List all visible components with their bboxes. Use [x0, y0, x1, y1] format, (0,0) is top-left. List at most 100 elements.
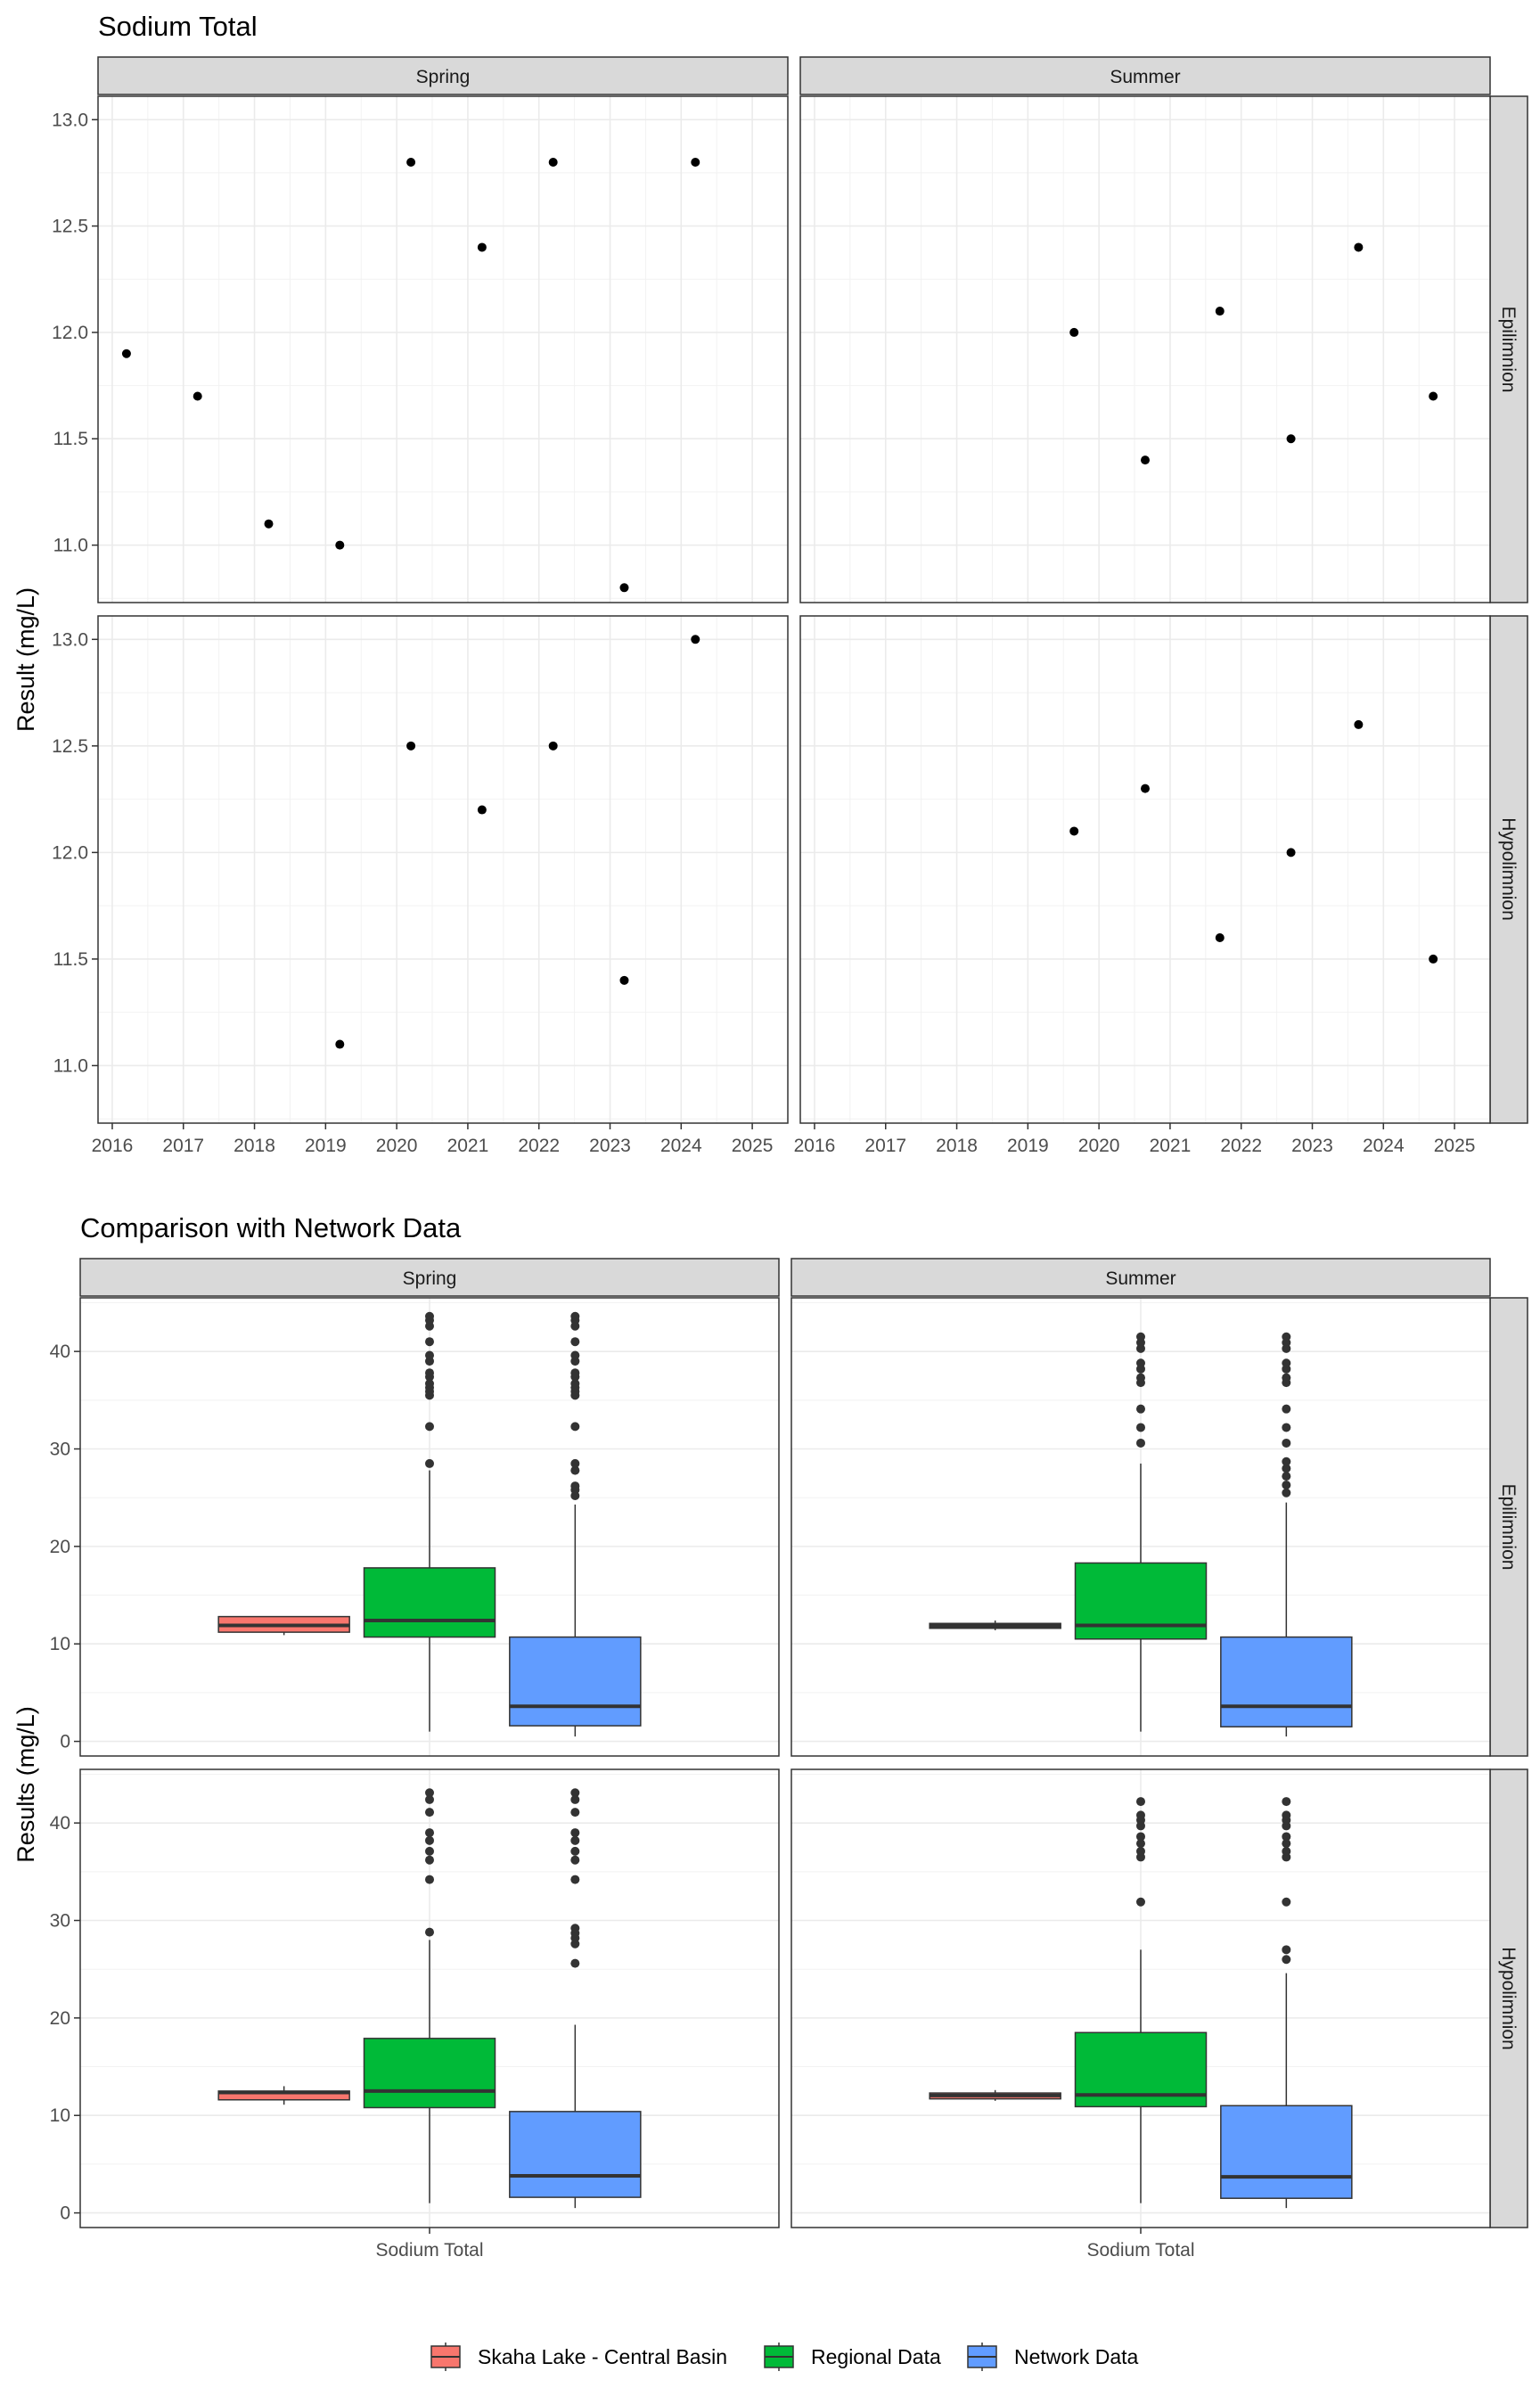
outlier-point — [1136, 1832, 1145, 1842]
data-point — [548, 157, 558, 167]
outlier-point — [425, 1788, 434, 1798]
outlier-point — [425, 1927, 434, 1937]
scatter-panel-summer-epilimnion — [799, 95, 1491, 603]
legend-label-regional: Regional Data — [811, 2345, 941, 2368]
outlier-point — [1282, 1472, 1291, 1481]
data-point — [121, 349, 131, 358]
y-tick-label: 0 — [60, 1732, 70, 1752]
outlier-point — [570, 1368, 580, 1378]
data-point — [1286, 434, 1296, 444]
outlier-point — [1282, 1404, 1291, 1414]
x-tick-label: 2019 — [305, 1136, 347, 1156]
x-tick-label: 2018 — [936, 1136, 978, 1156]
x-tick-label: 2021 — [447, 1136, 489, 1156]
outlier-point — [570, 1337, 580, 1347]
x-tick-label: 2022 — [1220, 1136, 1262, 1156]
data-point — [1429, 954, 1438, 964]
facet-strip-epilimnion — [1489, 1297, 1528, 1757]
outlier-point — [570, 1828, 580, 1838]
outlier-point — [425, 1808, 434, 1818]
data-point — [1069, 826, 1079, 836]
x-tick-label: 2016 — [92, 1136, 134, 1156]
outlier-point — [570, 1846, 580, 1856]
box-panel-spring-epilimnion: 0 10 20 30 40 — [50, 1297, 780, 1757]
box-skaha-lake-central-basin — [929, 2089, 1061, 2101]
outlier-point — [425, 1311, 434, 1321]
scatter-plot-area: 11.0 11.5 12.0 12.5 13.0 11.0 11.5 12.0 12.5 13.0… — [52, 95, 1491, 1156]
outlier-point — [1282, 1423, 1291, 1432]
outlier-point — [1136, 1810, 1145, 1820]
outlier-point — [570, 1458, 580, 1468]
outlier-point — [1136, 1797, 1145, 1807]
box-network-data — [509, 1311, 642, 1737]
outlier-point — [425, 1368, 434, 1378]
outlier-point — [1136, 1846, 1145, 1856]
outlier-point — [1136, 1839, 1145, 1849]
outlier-point — [570, 1422, 580, 1432]
y-tick-label: 20 — [50, 1537, 70, 1557]
data-point — [335, 540, 345, 550]
y-tick-label: 11.0 — [53, 1055, 88, 1076]
outlier-point — [1282, 1464, 1291, 1473]
facet-strip-spring — [97, 56, 789, 95]
outlier-point — [1136, 1404, 1145, 1414]
box-iqr — [363, 2038, 496, 2109]
scatter-panel-spring-hypolimnion: 11.0 11.5 12.0 12.5 13.0 2016 2017 2018 2019 2020… — [52, 615, 789, 1156]
facet-strip-spring — [79, 1258, 780, 1297]
y-tick-label: 12.0 — [52, 323, 88, 343]
legend-item-regional: Regional Data — [764, 2343, 941, 2371]
outlier-point — [425, 1794, 434, 1804]
outlier-point — [425, 1828, 434, 1838]
x-tick-label: 2022 — [518, 1136, 560, 1156]
x-tick-label: 2024 — [1363, 1136, 1405, 1156]
facet-strip-epilimnion-label: Epilimnion — [1498, 1484, 1519, 1571]
data-point — [1141, 784, 1150, 793]
outlier-point — [425, 1350, 434, 1360]
outlier-point — [425, 1422, 434, 1432]
y-tick-label: 11.5 — [53, 949, 88, 970]
outlier-point — [1282, 1832, 1291, 1842]
x-tick-label: 2017 — [162, 1136, 204, 1156]
legend-item-network: Network Data — [967, 2343, 1139, 2371]
facet-strip-summer — [790, 1258, 1491, 1297]
box-regional-data — [1074, 1797, 1208, 2203]
data-point — [619, 583, 629, 593]
y-tick-label: 12.0 — [52, 842, 88, 863]
panel-border — [799, 615, 1491, 1124]
outlier-point — [1136, 1438, 1145, 1448]
outlier-point — [1136, 1897, 1145, 1907]
data-point — [548, 741, 558, 751]
panel-border — [799, 95, 1491, 603]
outlier-point — [1282, 1456, 1291, 1466]
outlier-point — [570, 1794, 580, 1804]
y-tick-label: 11.5 — [53, 429, 88, 449]
facet-strip-summer-label: Summer — [1105, 1268, 1175, 1289]
data-point — [691, 157, 700, 167]
outlier-point — [1282, 1945, 1291, 1955]
scatter-panel-summer-hypolimnion: 2016 2017 2018 2019 2020 2021 2022 2023 2024 2025 — [794, 615, 1491, 1156]
x-tick-label: 2025 — [732, 1136, 774, 1156]
facet-strip-spring-label: Spring — [403, 1268, 457, 1289]
outlier-point — [1282, 1955, 1291, 1965]
outlier-point — [425, 1835, 434, 1845]
box-chart-title: Comparison with Network Data — [80, 1212, 462, 1243]
x-category-label: Sodium Total — [1086, 2240, 1194, 2261]
panel-background — [98, 616, 788, 1123]
data-point — [264, 519, 274, 529]
x-tick-label: 2024 — [660, 1136, 702, 1156]
outlier-point — [1136, 1423, 1145, 1432]
data-point — [691, 635, 700, 644]
outlier-point — [570, 1958, 580, 1968]
box-iqr — [1220, 2105, 1353, 2199]
y-tick-label: 11.0 — [53, 536, 88, 556]
box-y-axis-label: Results (mg/L) — [12, 1706, 39, 1863]
data-point — [619, 975, 629, 985]
y-tick-label: 13.0 — [52, 110, 88, 130]
x-tick-label: 2017 — [864, 1136, 906, 1156]
facet-strip-spring-label: Spring — [416, 67, 471, 87]
box-skaha-lake-central-basin — [217, 1615, 350, 1636]
y-tick-label: 30 — [50, 1911, 70, 1932]
x-tick-label: 2019 — [1007, 1136, 1049, 1156]
box-skaha-lake-central-basin — [217, 2086, 350, 2105]
x-tick-label: 2020 — [376, 1136, 418, 1156]
